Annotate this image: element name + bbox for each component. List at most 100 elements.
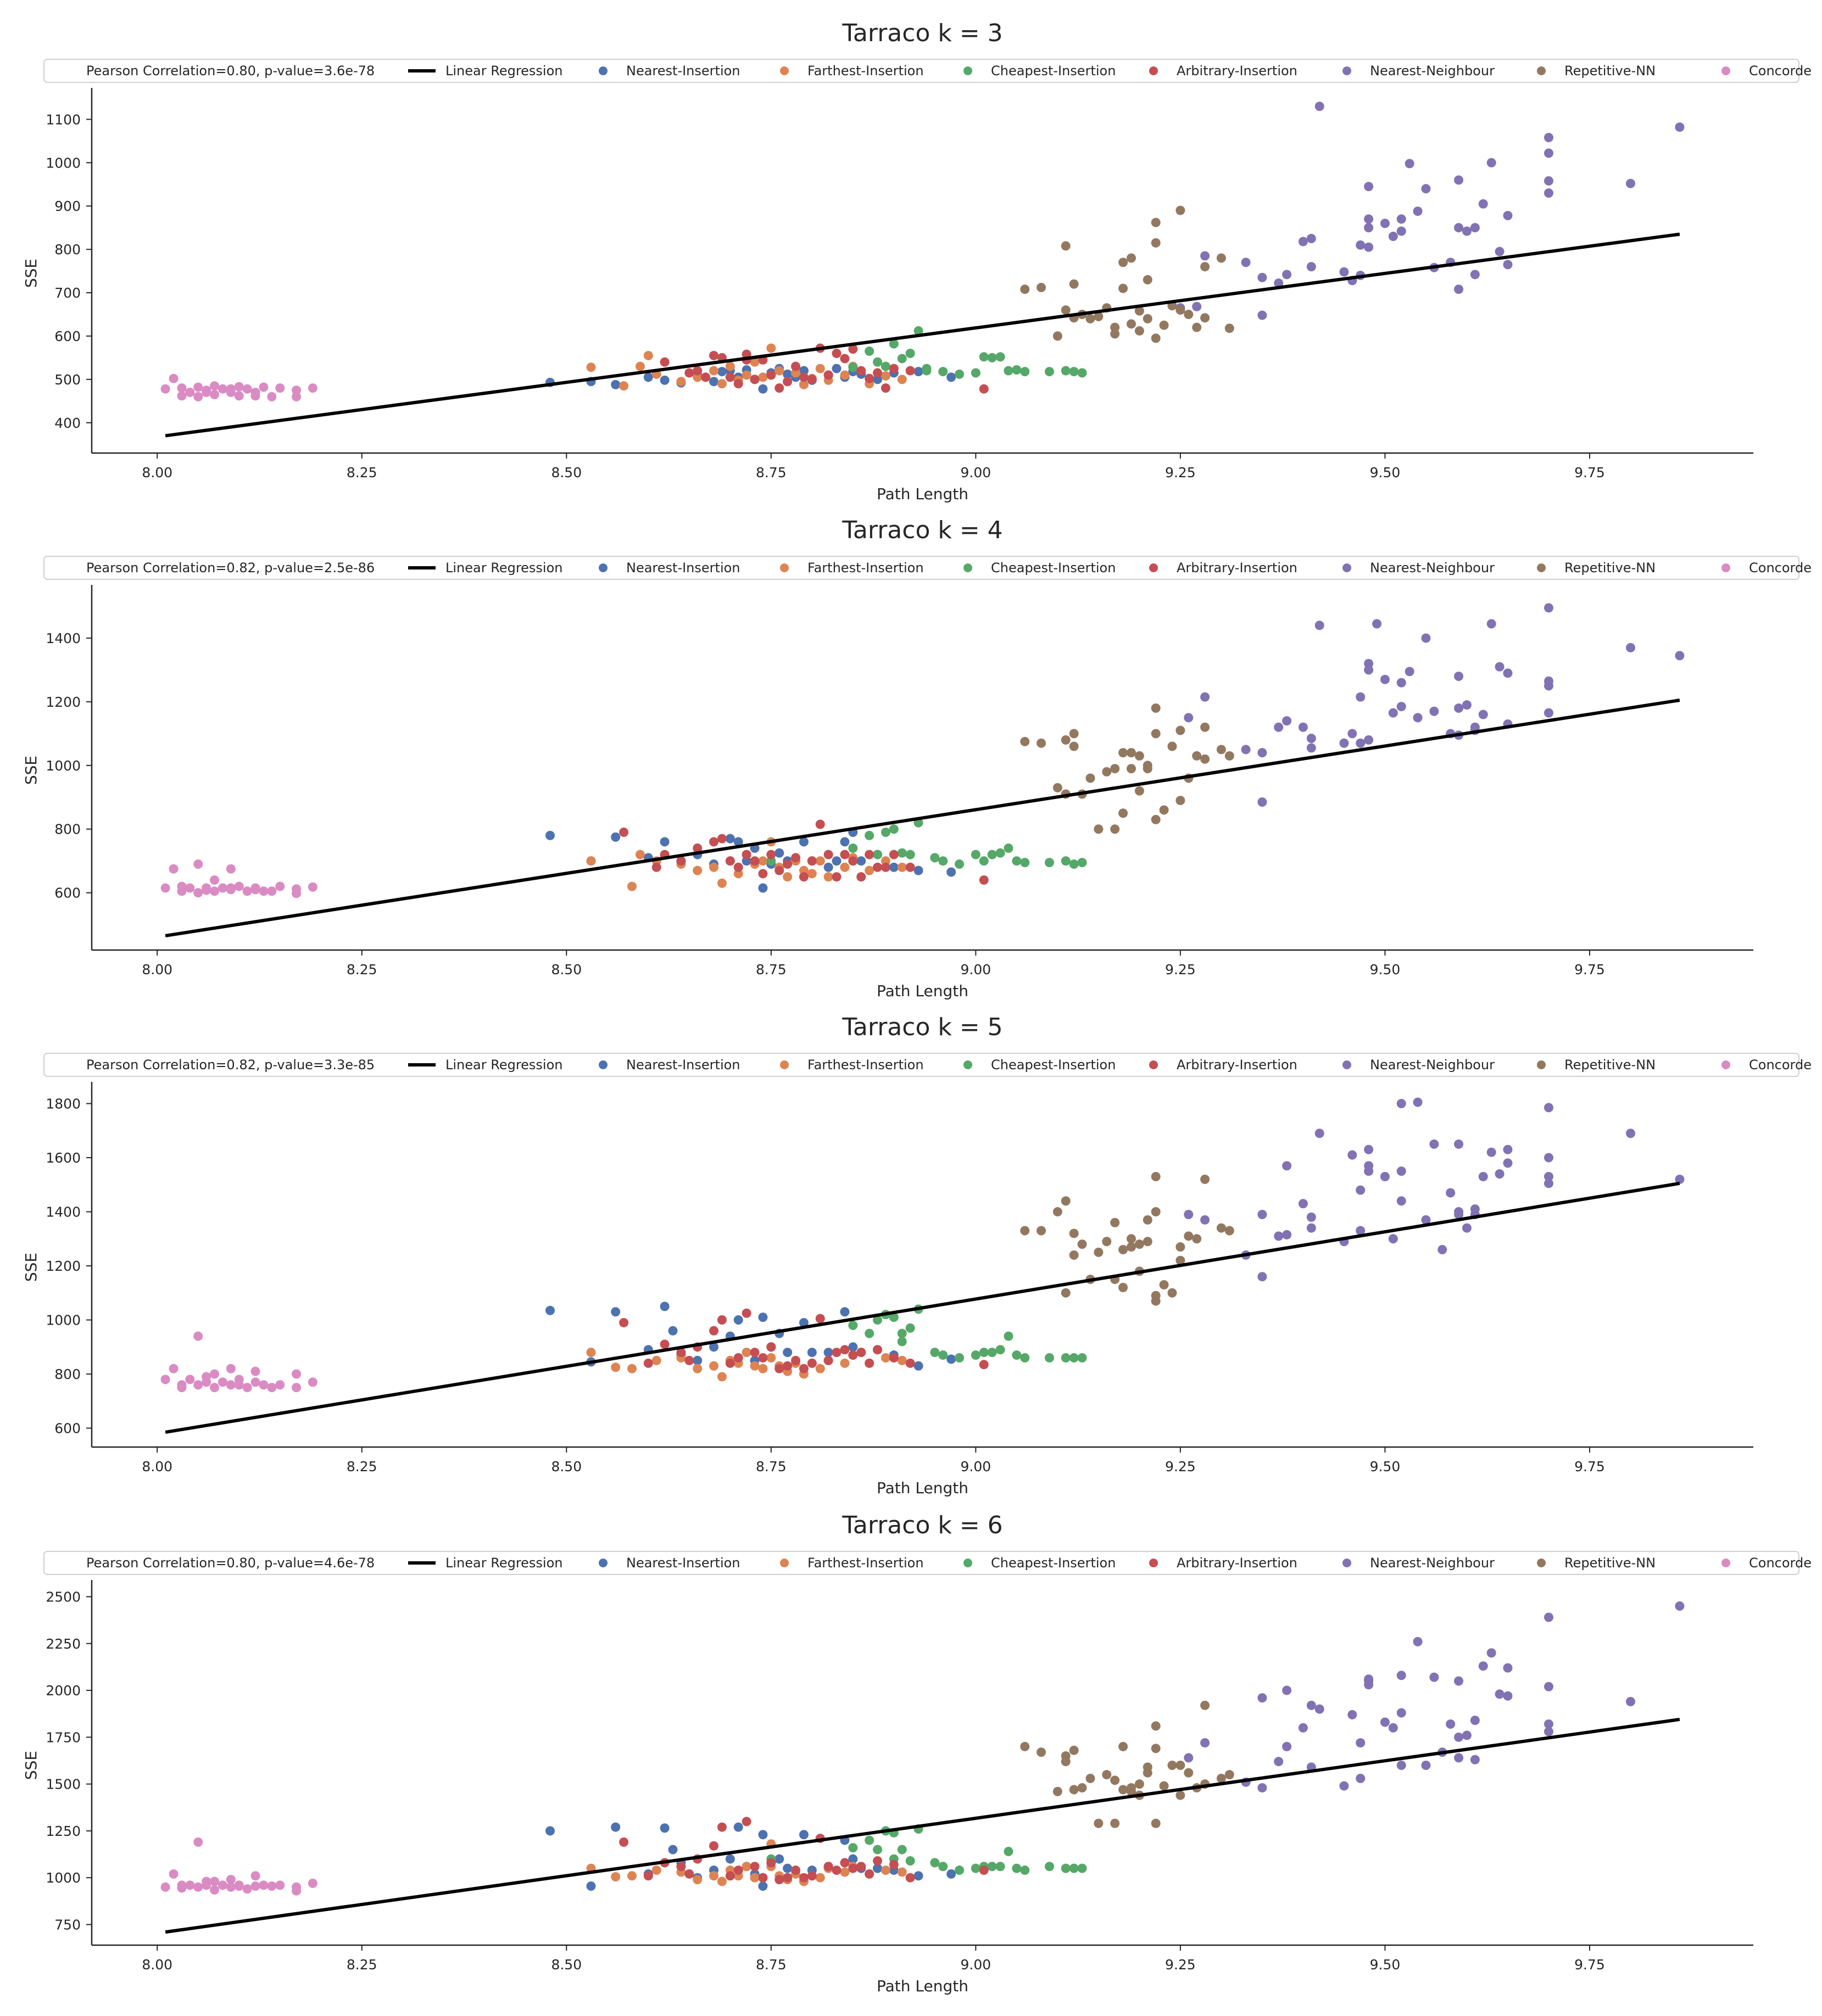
data-point-arbitrary-insertion [619, 1837, 629, 1847]
data-point-nearest-insertion [856, 856, 866, 866]
data-point-arbitrary-insertion [905, 1358, 915, 1368]
data-point-concorde [193, 392, 203, 401]
data-point-arbitrary-insertion [799, 372, 809, 382]
series-concorde [160, 859, 317, 898]
data-point-nearest-neighbour [1413, 713, 1423, 723]
legend-label-repetitive-nn: Repetitive-NN [1564, 1555, 1656, 1571]
data-point-cheapest-insertion [955, 859, 965, 869]
x-tick-label: 8.25 [347, 465, 377, 481]
data-point-repetitive-nn [1077, 1239, 1087, 1249]
data-point-arbitrary-insertion [775, 865, 784, 875]
data-point-nearest-insertion [946, 867, 956, 877]
legend-frame [43, 556, 1799, 580]
x-tick-label: 9.00 [961, 1459, 991, 1475]
data-point-arbitrary-insertion [701, 372, 711, 382]
data-point-cheapest-insertion [1061, 1353, 1071, 1362]
data-point-cheapest-insertion [1012, 1350, 1022, 1360]
data-point-farthest-insertion [693, 1875, 703, 1885]
data-point-nearest-neighbour [1544, 1179, 1553, 1188]
data-point-concorde [242, 1383, 252, 1393]
data-point-cheapest-insertion [1004, 1331, 1013, 1341]
data-point-concorde [185, 1375, 195, 1384]
data-point-nearest-neighbour [1257, 1209, 1267, 1219]
data-point-cheapest-insertion [1069, 1353, 1079, 1362]
data-point-repetitive-nn [1159, 805, 1169, 815]
data-point-cheapest-insertion [1061, 1863, 1071, 1873]
data-point-cheapest-insertion [1069, 1863, 1079, 1873]
data-point-concorde [226, 1364, 236, 1373]
data-point-nearest-neighbour [1306, 743, 1316, 753]
data-point-nearest-neighbour [1396, 678, 1406, 688]
data-point-repetitive-nn [1118, 748, 1128, 758]
data-point-farthest-insertion [651, 1355, 661, 1365]
legend-label-concorde: Concorde [1749, 1555, 1812, 1571]
data-point-concorde [234, 1881, 244, 1891]
data-point-concorde [210, 875, 220, 885]
data-point-repetitive-nn [1037, 1747, 1046, 1757]
data-point-arbitrary-insertion [815, 1314, 825, 1323]
data-point-nearest-insertion [840, 1307, 850, 1317]
data-point-nearest-neighbour [1356, 1226, 1366, 1236]
data-point-cheapest-insertion [897, 1845, 907, 1855]
data-point-concorde [226, 1875, 236, 1885]
data-point-nearest-neighbour [1364, 242, 1374, 252]
data-point-nearest-insertion [848, 1342, 858, 1352]
data-point-nearest-neighbour [1454, 703, 1464, 713]
x-tick-label: 8.75 [756, 465, 787, 481]
data-point-arbitrary-insertion [717, 834, 727, 844]
x-tick-label: 9.75 [1574, 962, 1605, 978]
data-point-repetitive-nn [1200, 1174, 1210, 1184]
data-point-concorde [250, 885, 260, 895]
data-point-repetitive-nn [1134, 306, 1144, 316]
data-point-farthest-insertion [881, 1353, 890, 1362]
data-point-nearest-insertion [611, 1307, 621, 1317]
data-point-concorde [210, 389, 220, 399]
data-point-concorde [234, 881, 244, 891]
data-point-concorde [292, 1886, 302, 1896]
data-point-nearest-neighbour [1421, 633, 1431, 643]
legend-stat-label: Pearson Correlation=0.82, p-value=2.5e-8… [86, 560, 375, 576]
data-point-nearest-neighbour [1396, 1671, 1406, 1680]
data-point-repetitive-nn [1175, 1790, 1185, 1800]
data-point-nearest-insertion [758, 384, 768, 394]
data-point-nearest-neighbour [1429, 1672, 1439, 1682]
x-tick-label: 8.00 [142, 1957, 172, 1973]
data-point-farthest-insertion [693, 1364, 703, 1373]
data-point-arbitrary-insertion [758, 869, 768, 879]
data-point-cheapest-insertion [905, 348, 915, 358]
data-point-nearest-neighbour [1413, 1637, 1423, 1646]
data-point-nearest-insertion [832, 364, 842, 373]
data-point-concorde [226, 1882, 236, 1892]
data-point-nearest-neighbour [1503, 211, 1513, 221]
data-point-nearest-neighbour [1282, 716, 1292, 726]
data-point-concorde [308, 1377, 317, 1387]
data-point-nearest-neighbour [1495, 247, 1505, 256]
data-point-repetitive-nn [1151, 1818, 1161, 1828]
data-point-repetitive-nn [1126, 1234, 1136, 1244]
legend-marker-concorde [1721, 1060, 1730, 1069]
legend-marker-repetitive-nn [1537, 563, 1546, 572]
data-point-arbitrary-insertion [832, 1348, 842, 1358]
data-point-cheapest-insertion [1077, 1353, 1087, 1362]
y-tick-label: 1400 [46, 1204, 81, 1220]
data-point-repetitive-nn [1110, 1775, 1120, 1785]
data-point-arbitrary-insertion [848, 344, 858, 354]
data-point-concorde [218, 1377, 227, 1387]
data-point-nearest-insertion [725, 834, 735, 844]
data-point-cheapest-insertion [938, 367, 948, 377]
x-tick-label: 9.00 [961, 465, 991, 481]
data-point-repetitive-nn [1118, 1741, 1128, 1751]
data-point-nearest-neighbour [1257, 310, 1267, 320]
data-point-nearest-insertion [693, 1355, 703, 1365]
data-point-repetitive-nn [1037, 738, 1046, 748]
data-point-concorde [234, 391, 244, 401]
data-point-nearest-neighbour [1356, 240, 1366, 250]
data-point-cheapest-insertion [995, 352, 1005, 362]
data-point-nearest-insertion [611, 379, 621, 389]
data-point-nearest-neighbour [1257, 272, 1267, 282]
data-point-farthest-insertion [742, 1348, 751, 1358]
data-point-concorde [308, 383, 317, 393]
data-point-nearest-neighbour [1544, 1719, 1553, 1729]
data-point-repetitive-nn [1175, 205, 1185, 215]
data-point-cheapest-insertion [873, 357, 883, 367]
